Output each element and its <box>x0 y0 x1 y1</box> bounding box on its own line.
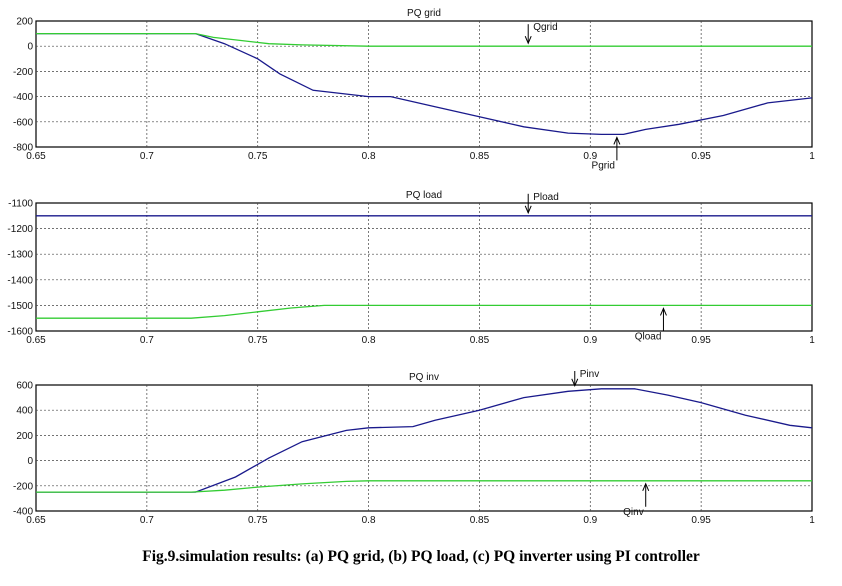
plot-title: PQ inv <box>409 372 439 383</box>
x-tick-label: 1 <box>809 515 815 526</box>
series-line-qinv <box>36 480 812 493</box>
x-tick-label: 0.8 <box>362 151 376 162</box>
annotation-label: Pgrid <box>592 160 615 171</box>
annotation-label: Pload <box>533 192 559 203</box>
y-tick-label: -1300 <box>7 250 33 261</box>
annotation-arrowhead <box>571 378 579 388</box>
annotation-label: Qload <box>635 331 662 342</box>
x-tick-label: 0.75 <box>248 335 268 346</box>
annotation-arrowhead <box>659 307 667 316</box>
x-tick-label: 0.75 <box>248 515 268 526</box>
y-tick-label: -200 <box>13 481 33 492</box>
annotation-pgrid: Pgrid <box>592 136 621 171</box>
annotation-arrowhead <box>524 36 532 45</box>
plot-1: 0.65 0.7 0.75 0.8 0.85 0.9 0.95 1 200 0 -200 -400 -6… <box>13 8 815 171</box>
plot-3: 0.65 0.7 0.75 0.8 0.85 0.9 0.95 1 600 400 200 0 -200… <box>13 369 815 526</box>
annotation-arrowhead <box>613 136 621 145</box>
y-tick-label: -1400 <box>7 275 33 286</box>
y-tick-label: -1600 <box>7 327 33 338</box>
annotation-pload: Pload <box>524 192 559 215</box>
annotation-qgrid: Qgrid <box>524 22 558 45</box>
y-tick-label: -1100 <box>8 199 33 210</box>
y-tick-label: 0 <box>27 456 33 467</box>
x-tick-label: 0.75 <box>248 151 268 162</box>
x-tick-label: 0.7 <box>140 335 154 346</box>
y-tick-label: -400 <box>13 507 33 518</box>
x-tick-label: 1 <box>809 151 815 162</box>
x-tick-label: 0.65 <box>26 515 46 526</box>
y-tick-label: -1200 <box>7 224 33 235</box>
plot-2: 0.65 0.7 0.75 0.8 0.85 0.9 0.95 1 -1100 -1200 -130… <box>7 190 815 346</box>
x-tick-label: 0.8 <box>362 515 376 526</box>
series-line-pinv <box>36 388 813 493</box>
y-tick-label: -600 <box>13 117 33 128</box>
x-tick-label: 0.7 <box>140 515 154 526</box>
x-tick-label: 0.9 <box>583 151 597 162</box>
annotation-label: Qinv <box>623 507 644 518</box>
y-tick-label: -800 <box>13 143 33 154</box>
plot-title: PQ load <box>406 190 442 201</box>
x-tick-label: 1 <box>809 335 815 346</box>
plot-frame <box>35 384 813 512</box>
x-tick-label: 0.8 <box>362 335 376 346</box>
y-tick-label: 200 <box>16 431 33 442</box>
plot-frame <box>35 20 813 148</box>
x-tick-label: 0.7 <box>140 151 154 162</box>
x-tick-label: 0.9 <box>583 515 597 526</box>
x-tick-label: 0.85 <box>470 335 490 346</box>
figure-caption: Fig.9.simulation results: (a) PQ grid, (… <box>142 548 700 565</box>
x-tick-label: 0.9 <box>583 335 597 346</box>
y-tick-label: -200 <box>13 67 33 78</box>
annotation-arrowhead <box>642 482 650 491</box>
series-line-qgrid <box>36 32 812 47</box>
annotation-arrowhead <box>524 205 532 215</box>
y-tick-label: 0 <box>27 42 33 53</box>
annotation-qload: Qload <box>635 307 667 342</box>
y-tick-label: 200 <box>16 17 33 28</box>
series-line-qload <box>36 304 812 319</box>
x-tick-label: 0.65 <box>26 335 46 346</box>
x-tick-label: 0.65 <box>26 151 46 162</box>
annotation-qinv: Qinv <box>623 482 650 518</box>
annotation-label: Pinv <box>580 369 599 380</box>
x-tick-label: 0.95 <box>691 515 711 526</box>
x-tick-label: 0.95 <box>691 335 711 346</box>
y-tick-label: 600 <box>16 381 33 392</box>
plot-title: PQ grid <box>407 8 441 19</box>
y-tick-label: 400 <box>16 406 33 417</box>
x-tick-label: 0.95 <box>691 151 711 162</box>
y-tick-label: -400 <box>13 92 33 103</box>
series-line-pgrid <box>36 32 813 136</box>
x-tick-label: 0.85 <box>470 515 490 526</box>
x-tick-label: 0.85 <box>470 151 490 162</box>
plot-frame <box>35 202 813 332</box>
y-tick-label: -1500 <box>7 301 33 312</box>
annotation-label: Qgrid <box>533 22 557 33</box>
annotation-pinv: Pinv <box>571 369 599 388</box>
